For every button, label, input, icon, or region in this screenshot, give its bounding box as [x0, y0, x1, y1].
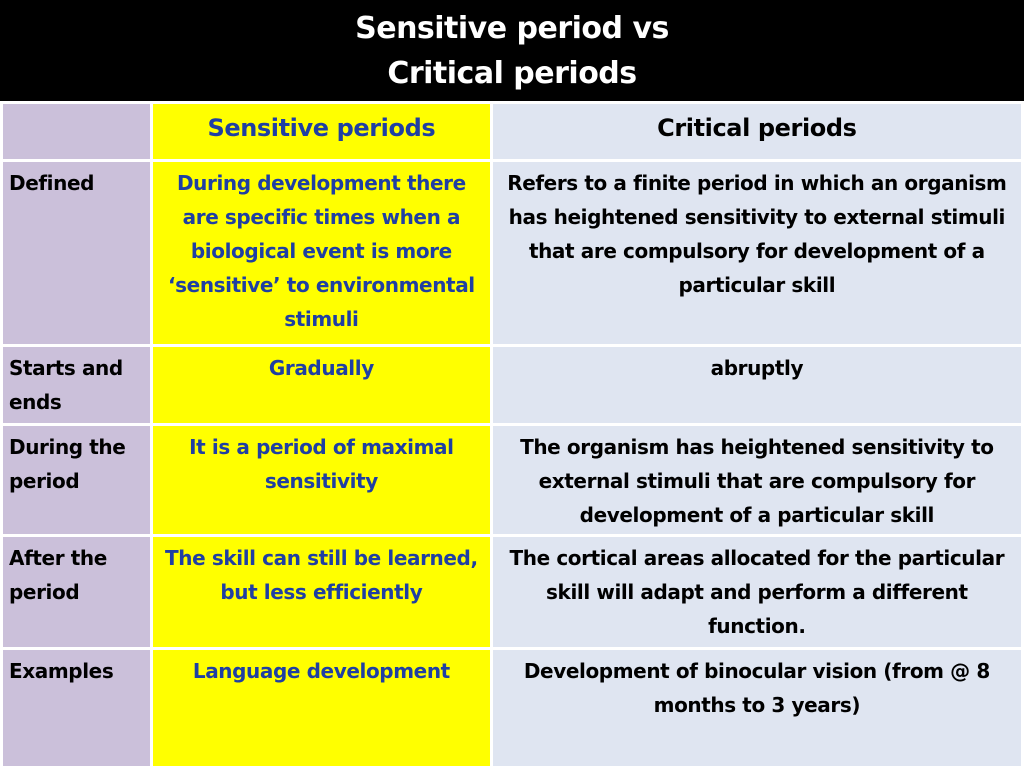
- table-row: Starts and ends Gradually abruptly: [3, 347, 1021, 423]
- slide-title-line-1: Sensitive period vs: [355, 10, 669, 46]
- sensitive-cell-after-the-period: The skill can still be learned, but less…: [153, 537, 490, 647]
- critical-cell-examples: Development of binocular vision (from @ …: [492, 650, 1021, 766]
- row-label-starts-and-ends: Starts and ends: [3, 347, 151, 423]
- table-header-row: Sensitive periods Critical periods: [3, 104, 1021, 159]
- header-critical-periods: Critical periods: [492, 104, 1021, 159]
- header-sensitive-periods: Sensitive periods: [153, 104, 490, 159]
- critical-cell-starts-and-ends: abruptly: [492, 347, 1021, 423]
- table-row: Defined During development there are spe…: [3, 162, 1021, 344]
- table-row: Examples Language development Developmen…: [3, 650, 1021, 766]
- critical-cell-defined: Refers to a finite period in which an or…: [492, 162, 1021, 344]
- sensitive-cell-starts-and-ends: Gradually: [153, 347, 490, 423]
- comparison-table: Sensitive periods Critical periods Defin…: [0, 101, 1024, 768]
- critical-cell-after-the-period: The cortical areas allocated for the par…: [492, 537, 1021, 647]
- sensitive-cell-examples: Language development: [153, 650, 490, 766]
- critical-cell-during-the-period: The organism has heightened sensitivity …: [492, 426, 1021, 534]
- sensitive-cell-during-the-period: It is a period of maximal sensitivity: [153, 426, 490, 534]
- table-row: After the period The skill can still be …: [3, 537, 1021, 647]
- row-label-during-the-period: During the period: [3, 426, 151, 534]
- row-label-after-the-period: After the period: [3, 537, 151, 647]
- header-corner-cell: [3, 104, 151, 159]
- table-row: During the period It is a period of maxi…: [3, 426, 1021, 534]
- row-label-defined: Defined: [3, 162, 151, 344]
- slide-title-line-2: Critical periods: [387, 55, 637, 91]
- row-label-examples: Examples: [3, 650, 151, 766]
- title-bar: Sensitive period vs Critical periods: [0, 0, 1024, 101]
- sensitive-cell-defined: During development there are specific ti…: [153, 162, 490, 344]
